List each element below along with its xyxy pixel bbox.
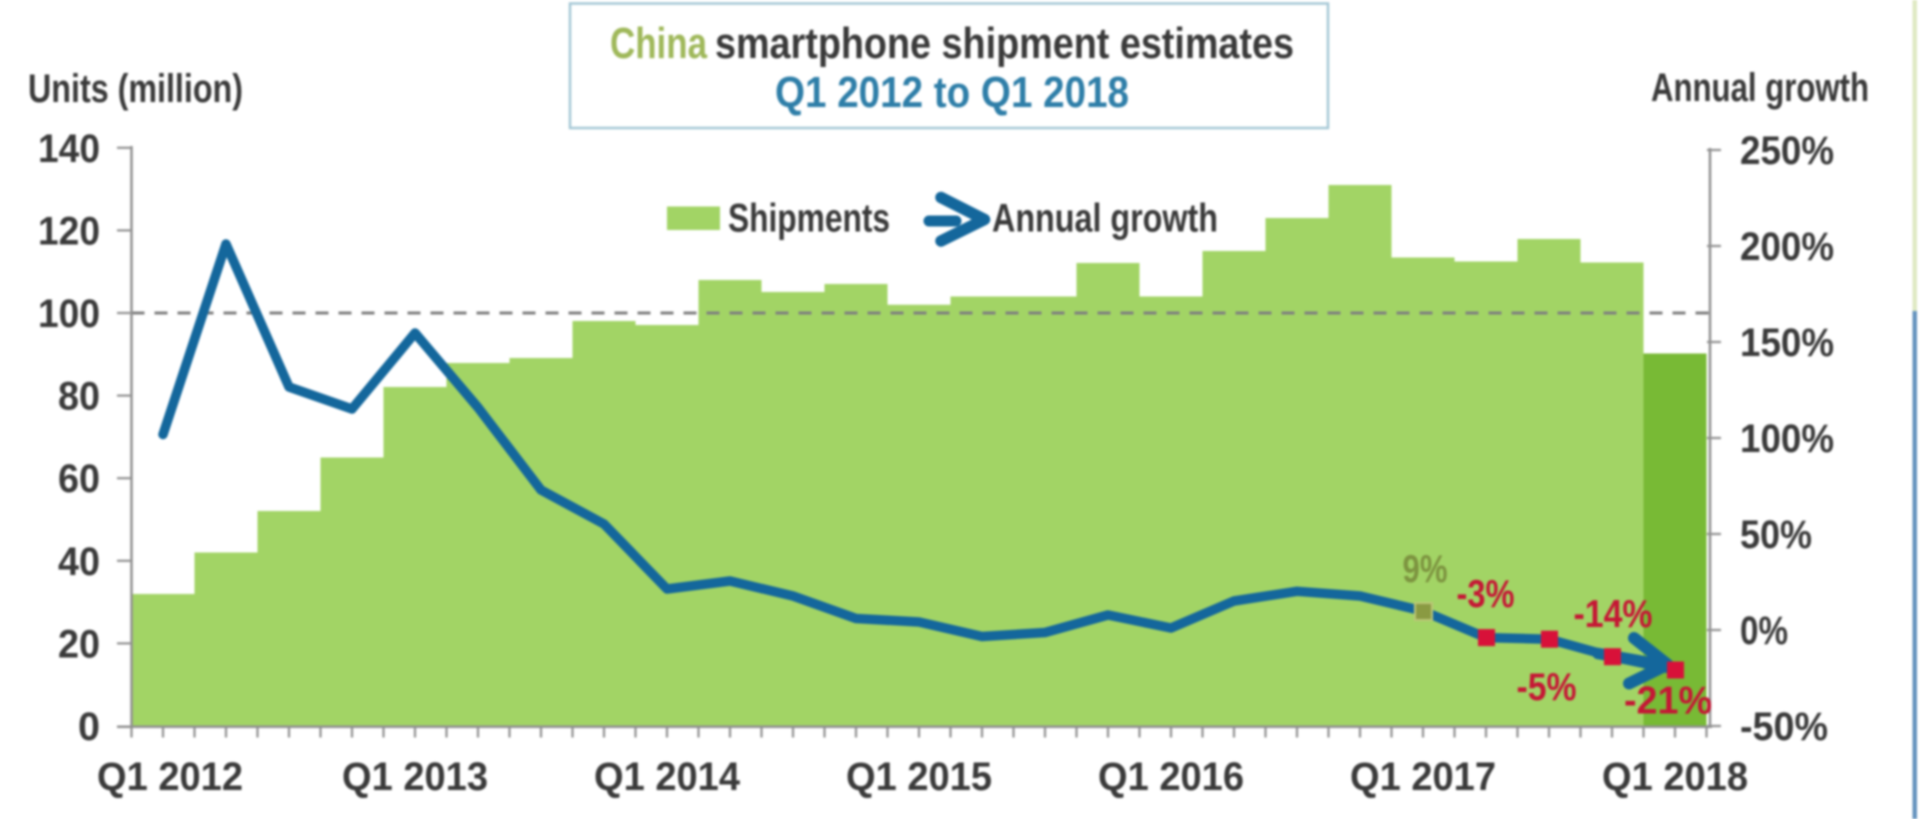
svg-text:150%: 150% bbox=[1740, 321, 1834, 365]
svg-text:Q1 2012: Q1 2012 bbox=[97, 755, 243, 799]
svg-text:Shipments: Shipments bbox=[728, 197, 890, 241]
svg-text:40: 40 bbox=[58, 540, 100, 584]
svg-text:Annual growth: Annual growth bbox=[1651, 66, 1869, 110]
svg-text:China: China bbox=[610, 19, 707, 68]
svg-text:50%: 50% bbox=[1740, 513, 1812, 557]
svg-text:Q1 2012 to Q1 2018: Q1 2012 to Q1 2018 bbox=[775, 68, 1129, 117]
svg-text:250%: 250% bbox=[1740, 129, 1834, 173]
svg-text:-14%: -14% bbox=[1574, 593, 1653, 636]
svg-text:100: 100 bbox=[38, 292, 100, 336]
svg-text:Q1 2014: Q1 2014 bbox=[594, 755, 741, 799]
svg-text:0%: 0% bbox=[1740, 609, 1788, 653]
svg-text:100%: 100% bbox=[1740, 417, 1834, 461]
svg-text:-5%: -5% bbox=[1517, 666, 1577, 709]
svg-text:smartphone shipment estimates: smartphone shipment estimates bbox=[715, 19, 1294, 68]
svg-text:Units (million): Units (million) bbox=[28, 67, 243, 111]
svg-text:140: 140 bbox=[38, 127, 100, 171]
svg-text:Q1 2015: Q1 2015 bbox=[846, 755, 992, 799]
svg-text:Q1 2017: Q1 2017 bbox=[1350, 755, 1496, 799]
svg-text:200%: 200% bbox=[1740, 225, 1834, 269]
svg-text:9%: 9% bbox=[1403, 548, 1448, 591]
svg-text:-3%: -3% bbox=[1457, 573, 1515, 616]
svg-text:-21%: -21% bbox=[1624, 680, 1712, 723]
svg-text:Q1 2018: Q1 2018 bbox=[1602, 755, 1748, 799]
svg-text:-50%: -50% bbox=[1740, 705, 1828, 749]
svg-text:0: 0 bbox=[78, 705, 100, 749]
svg-text:120: 120 bbox=[38, 209, 100, 253]
svg-text:Annual growth: Annual growth bbox=[992, 197, 1218, 241]
svg-text:20: 20 bbox=[58, 622, 100, 666]
svg-text:60: 60 bbox=[58, 457, 100, 501]
svg-text:Q1 2013: Q1 2013 bbox=[342, 755, 488, 799]
svg-text:Q1 2016: Q1 2016 bbox=[1098, 755, 1244, 799]
svg-text:80: 80 bbox=[58, 375, 100, 419]
